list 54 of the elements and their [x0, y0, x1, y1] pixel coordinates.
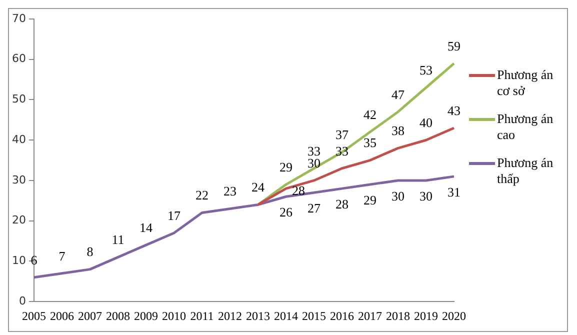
- y-tick-label: 20: [12, 214, 26, 227]
- x-tick-label: 2011: [190, 308, 214, 323]
- data-label: 6: [30, 252, 38, 268]
- data-label: 38: [392, 123, 404, 138]
- legend-label: Phương án cơ sở: [497, 67, 554, 99]
- data-label: 24: [252, 180, 265, 195]
- x-tick-label: 2005: [22, 308, 46, 323]
- data-label: 53: [420, 62, 432, 78]
- legend-label: Phương án thấp: [497, 155, 554, 187]
- data-label: 27: [308, 200, 321, 216]
- data-label: 22: [196, 188, 208, 203]
- data-label: 43: [448, 102, 460, 118]
- data-label: 28: [292, 182, 305, 198]
- data-label: 17: [168, 208, 181, 223]
- data-label: 40: [420, 115, 432, 130]
- y-tick-label: 40: [12, 132, 26, 146]
- x-tick-label: 2018: [386, 308, 410, 323]
- x-tick-label: 2009: [134, 308, 158, 323]
- data-label: 30: [392, 188, 404, 204]
- x-tick-label: 2020: [442, 308, 466, 323]
- y-tick-label: 60: [12, 52, 26, 66]
- data-label: 28: [336, 196, 348, 212]
- data-label: 29: [280, 159, 292, 174]
- x-tick-label: 2012: [218, 308, 242, 323]
- data-label: 29: [364, 192, 376, 208]
- x-tick-label: 2006: [50, 308, 74, 323]
- data-label: 30: [420, 188, 432, 204]
- data-label: 14: [140, 220, 153, 235]
- data-label: 59: [448, 38, 460, 54]
- y-tick-label: 0: [18, 294, 26, 308]
- data-label: 42: [364, 106, 376, 122]
- x-tick-label: 2015: [302, 308, 326, 323]
- y-tick-label: 50: [12, 92, 26, 106]
- x-tick-label: 2014: [274, 308, 298, 323]
- x-tick-label: 2013: [246, 308, 270, 323]
- x-tick-label: 2007: [78, 308, 102, 323]
- data-label: 31: [448, 184, 460, 200]
- data-label: 37: [336, 127, 349, 142]
- y-tick-label: 30: [12, 173, 26, 186]
- data-label: 8: [86, 244, 94, 260]
- data-label: 7: [58, 248, 66, 264]
- y-tick-label: 10: [12, 254, 26, 268]
- data-label: 47: [392, 86, 405, 102]
- data-label: 23: [224, 184, 236, 199]
- legend-label: Phương án cao: [497, 111, 554, 143]
- y-tick-label: 70: [12, 12, 26, 25]
- data-label: 26: [280, 204, 293, 220]
- x-tick-label: 2010: [162, 308, 186, 323]
- x-tick-label: 2019: [414, 308, 438, 323]
- data-label: 11: [112, 232, 124, 248]
- data-label: 35: [364, 135, 376, 150]
- x-tick-label: 2008: [106, 308, 130, 323]
- x-tick-label: 2017: [358, 308, 382, 323]
- x-tick-label: 2016: [330, 308, 354, 323]
